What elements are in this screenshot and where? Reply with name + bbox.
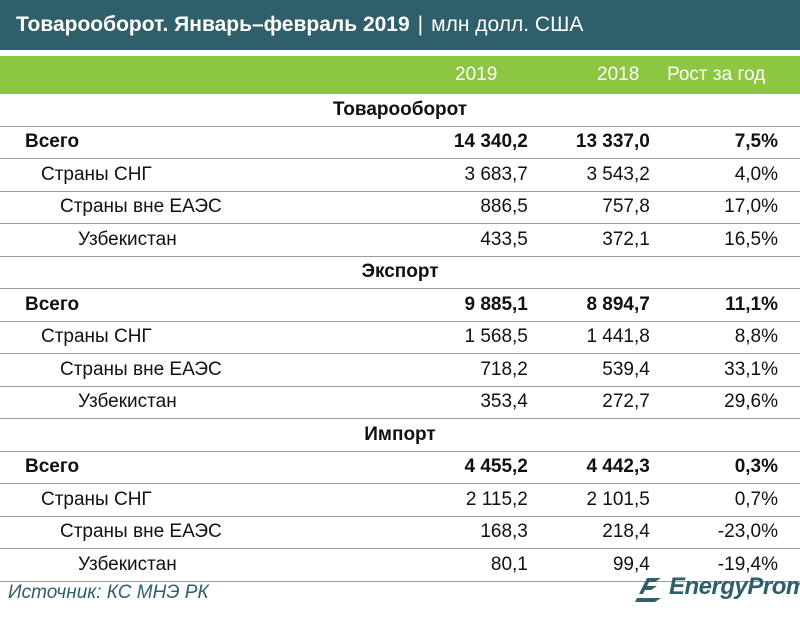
value-2019: 3 683,7 [420,158,528,192]
row-label: Всего [0,126,421,159]
row-label: Узбекистан [0,548,421,582]
row-label: Узбекистан [0,223,421,257]
section-header-row: Импорт [0,418,800,452]
value-growth: 33,1% [649,353,800,387]
row-label: Страны СНГ [0,483,421,517]
value-2019: 2 115,2 [420,483,528,517]
value-2018: 8 894,7 [527,288,650,322]
title-bar: Товарооборот. Январь–февраль 2019 | млн … [0,0,800,50]
row-label: Узбекистан [0,386,421,419]
value-2018: 1 441,8 [527,321,650,354]
section-header-row: Товарооборот [0,94,800,127]
value-growth: 8,8% [649,321,800,354]
value-2018: 2 101,5 [527,483,650,517]
table-row: Всего 4 455,2 4 442,3 0,3% [0,451,800,484]
table-row: Страны вне ЕАЭС 168,3 218,4 -23,0% [0,516,800,549]
value-growth: 7,5% [649,126,800,159]
value-2018: 13 337,0 [527,126,650,159]
value-2019: 1 568,5 [420,321,528,354]
value-2019: 168,3 [420,516,528,549]
value-2019: 9 885,1 [420,288,528,322]
value-2019: 718,2 [420,353,528,387]
table-row: Всего 9 885,1 8 894,7 11,1% [0,288,800,322]
section-title: Импорт [0,418,800,452]
column-header-growth: Рост за год [667,64,766,85]
value-2019: 14 340,2 [420,126,528,159]
value-growth: 11,1% [649,288,800,322]
section-title: Экспорт [0,256,800,289]
row-label: Страны СНГ [0,158,421,192]
table-row: Страны СНГ 1 568,5 1 441,8 8,8% [0,321,800,354]
row-label: Страны вне ЕАЭС [0,191,421,224]
table-unit: млн долл. США [431,13,584,36]
value-2018: 539,4 [527,353,650,387]
logo: EnergyProm [635,572,800,602]
column-header-2018: 2018 [597,64,640,85]
value-growth: 16,5% [649,223,800,257]
table-title: Товарооборот. Январь–февраль 2019 [16,13,410,36]
value-growth: 17,0% [649,191,800,224]
section-title: Товарооборот [0,94,800,127]
value-growth: 0,7% [649,483,800,517]
value-2018: 757,8 [527,191,650,224]
table-row: Страны СНГ 2 115,2 2 101,5 0,7% [0,483,800,517]
value-2018: 372,1 [527,223,650,257]
value-growth: 4,0% [649,158,800,192]
energyprom-logo-icon [635,578,661,602]
row-label: Страны СНГ [0,321,421,354]
data-table-body: Товарооборот Всего 14 340,2 13 337,0 7,5% Стр… [0,94,800,582]
title-separator: | [417,13,424,36]
value-2019: 886,5 [420,191,528,224]
source-note: Источник: КС МНЭ РК [8,582,209,603]
row-label: Всего [0,288,421,322]
row-label: Страны вне ЕАЭС [0,516,421,549]
logo-text: EnergyProm [669,573,800,600]
row-label: Страны вне ЕАЭС [0,353,421,387]
value-growth: -19,4% [649,548,800,582]
value-2018: 99,4 [527,548,650,582]
value-2018: 3 543,2 [527,158,650,192]
value-2019: 80,1 [420,548,528,582]
table-row: Узбекистан 433,5 372,1 16,5% [0,223,800,257]
data-table: Товарооборот Всего 14 340,2 13 337,0 7,5% Стр… [0,94,800,582]
value-growth: -23,0% [649,516,800,549]
value-2019: 433,5 [420,223,528,257]
value-2019: 353,4 [420,386,528,419]
table-row: Узбекистан 80,1 99,4 -19,4% [0,548,800,582]
section-header-row: Экспорт [0,256,800,289]
row-label: Всего [0,451,421,484]
table-row: Страны СНГ 3 683,7 3 543,2 4,0% [0,158,800,192]
value-2018: 272,7 [527,386,650,419]
column-header-row: 2019 2018 Рост за год [0,56,800,94]
column-header-2019: 2019 [455,64,498,85]
value-2018: 218,4 [527,516,650,549]
table-row: Страны вне ЕАЭС 886,5 757,8 17,0% [0,191,800,224]
value-2019: 4 455,2 [420,451,528,484]
table-row: Всего 14 340,2 13 337,0 7,5% [0,126,800,159]
table-row: Страны вне ЕАЭС 718,2 539,4 33,1% [0,353,800,387]
value-growth: 29,6% [649,386,800,419]
table-row: Узбекистан 353,4 272,7 29,6% [0,386,800,419]
value-growth: 0,3% [649,451,800,484]
value-2018: 4 442,3 [527,451,650,484]
